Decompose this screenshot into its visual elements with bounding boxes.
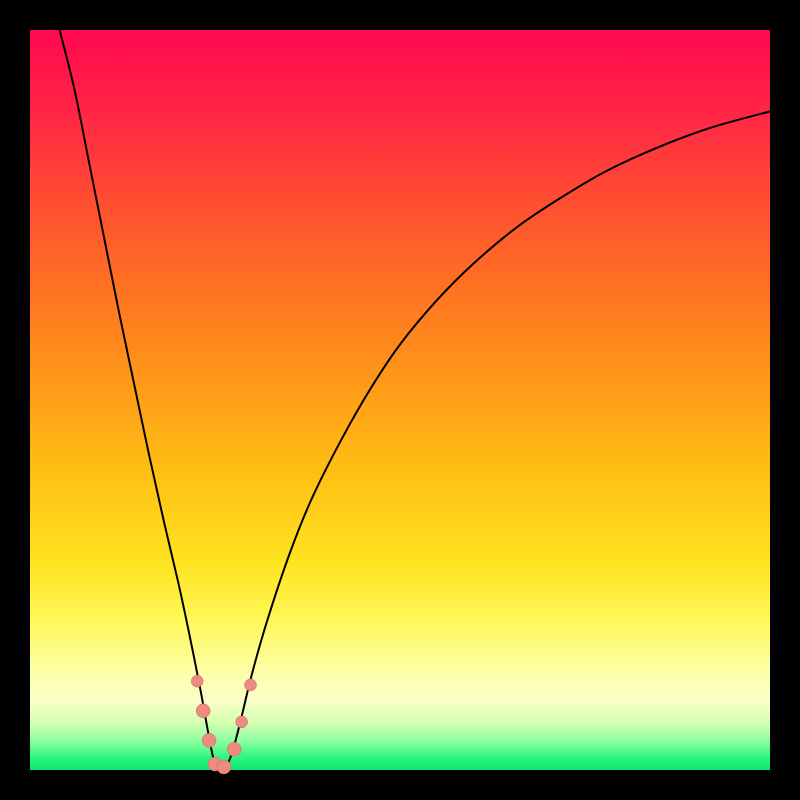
curve-marker <box>191 675 203 687</box>
curve-marker <box>202 733 216 747</box>
curve-marker <box>245 679 257 691</box>
curve-marker <box>236 716 248 728</box>
curve-marker <box>227 742 241 756</box>
plot-background <box>30 30 770 770</box>
bottleneck-chart <box>0 0 800 800</box>
curve-marker <box>196 704 210 718</box>
curve-marker <box>217 760 231 774</box>
chart-frame: TheBottleneck.com <box>0 0 800 800</box>
